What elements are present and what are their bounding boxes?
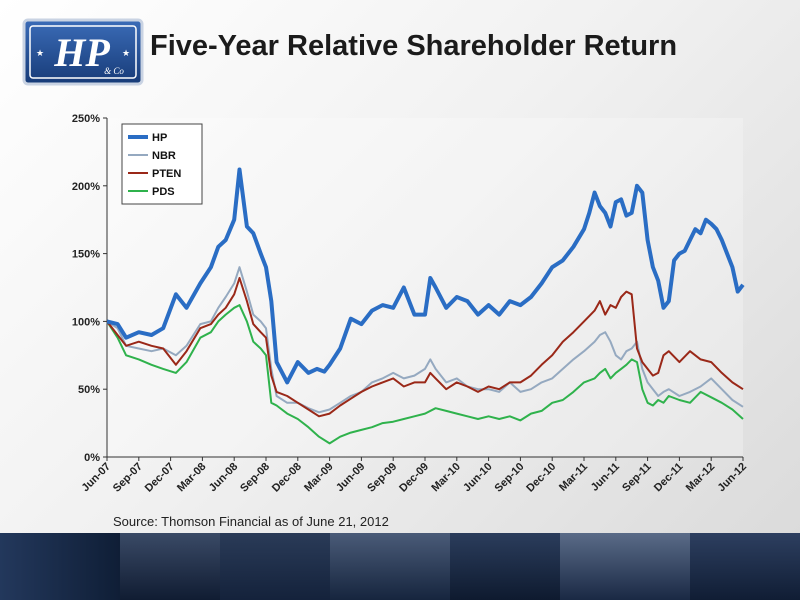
footer-panel xyxy=(330,533,450,600)
chart-lines xyxy=(106,167,745,445)
title-bar: HP & Co ★ ★ Five-Year Relative Sharehold… xyxy=(0,0,800,100)
x-tick-label: Mar-10 xyxy=(429,461,463,495)
footer-panel xyxy=(220,533,330,600)
x-tick-label: Dec-10 xyxy=(524,461,558,495)
slide-title: Five-Year Relative Shareholder Return xyxy=(150,30,678,62)
logo-text: HP xyxy=(53,30,110,75)
legend-label-nbr: NBR xyxy=(152,150,176,162)
x-tick-label: Dec-11 xyxy=(652,461,686,495)
series-line-nbr xyxy=(106,266,744,414)
line-chart: 0%50%100%150%200%250%Jun-07Sep-07Dec-07M… xyxy=(72,113,750,495)
series-line-hp xyxy=(106,167,745,385)
x-tick-label: Sep-07 xyxy=(111,461,145,495)
legend-label-hp: HP xyxy=(152,132,167,144)
x-tick-label: Sep-08 xyxy=(238,461,272,495)
star-icon: ★ xyxy=(36,48,44,58)
footer-panel xyxy=(690,533,800,600)
plot-area xyxy=(107,118,743,457)
x-tick-label: Dec-07 xyxy=(143,461,177,495)
x-tick-label: Sep-09 xyxy=(365,461,399,495)
x-tick-label: Sep-10 xyxy=(493,461,527,495)
source-note: Source: Thomson Financial as of June 21,… xyxy=(113,514,389,529)
series-line-pten xyxy=(106,277,744,418)
y-tick-label: 50% xyxy=(78,384,100,396)
footer-photo-strip xyxy=(0,533,800,600)
company-logo: HP & Co ★ ★ xyxy=(22,18,144,86)
footer-panel xyxy=(120,533,220,600)
y-tick-label: 200% xyxy=(72,181,100,193)
x-tick-label: Mar-12 xyxy=(684,461,718,495)
footer-panel xyxy=(0,533,120,600)
logo-subtext: & Co xyxy=(104,66,124,76)
chart-legend: HP NBR PTEN PDS xyxy=(121,123,203,205)
footer-panel xyxy=(560,533,690,600)
footer-panel xyxy=(450,533,560,600)
x-tick-label: Jun-09 xyxy=(334,461,368,495)
legend-label-pten: PTEN xyxy=(152,168,181,180)
x-tick-label: Sep-11 xyxy=(620,461,654,495)
y-tick-label: 250% xyxy=(72,113,100,125)
x-tick-label: Jun-11 xyxy=(589,461,622,494)
y-tick-label: 100% xyxy=(72,316,100,328)
x-tick-label: Jun-10 xyxy=(461,461,495,495)
y-tick-label: 0% xyxy=(84,452,100,464)
x-tick-label: Mar-11 xyxy=(557,461,590,494)
x-tick-label: Jun-07 xyxy=(80,461,114,495)
chart-area: 0% 50% 100% 150% 200% 250% Jun-07 Sep-07 Dec-07 M… xyxy=(0,100,800,530)
x-tick-label: Dec-09 xyxy=(397,461,431,495)
star-icon: ★ xyxy=(122,48,130,58)
legend-label-pds: PDS xyxy=(152,186,175,198)
x-tick-label: Mar-09 xyxy=(302,461,336,495)
x-tick-label: Mar-08 xyxy=(175,461,209,495)
x-tick-label: Jun-08 xyxy=(207,461,241,495)
x-tick-label: Dec-08 xyxy=(270,461,304,495)
series-line-pds xyxy=(106,304,744,445)
y-tick-label: 150% xyxy=(72,249,100,261)
x-tick-label: Jun-12 xyxy=(716,461,750,495)
